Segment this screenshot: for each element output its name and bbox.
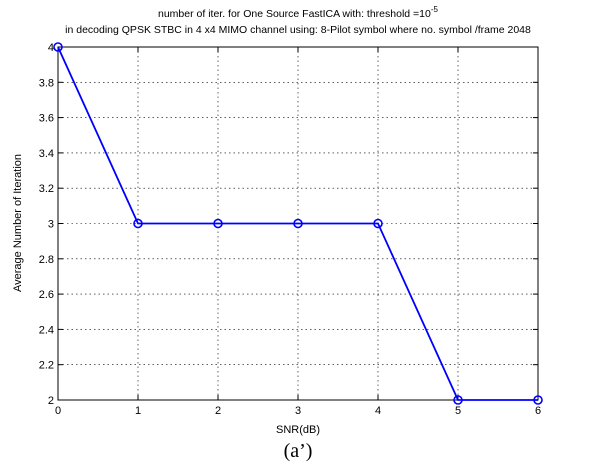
x-tick-label: 2: [215, 405, 221, 417]
data-point-marker: [53, 42, 63, 52]
y-tick-label: 3.6: [39, 113, 54, 125]
x-tick-label: 5: [455, 405, 461, 417]
plot-frame: [57, 46, 539, 401]
series-group: [53, 42, 543, 405]
x-tick-label: 1: [135, 405, 141, 417]
x-tick-label: 0: [55, 405, 61, 417]
data-point-marker: [293, 218, 303, 229]
y-tick-label: 2: [48, 395, 54, 407]
y-tick-label: 3.4: [39, 148, 54, 160]
y-tick-label: 3.2: [39, 183, 54, 195]
x-tick-labels: 0 1 2 3 4 5 6: [55, 405, 541, 417]
data-point-marker: [133, 218, 143, 229]
figure-caption: (a’): [284, 440, 313, 462]
y-tick-label: 3: [48, 219, 54, 231]
y-tick-label: 2.8: [39, 254, 54, 266]
y-tick-label: 2.2: [39, 360, 54, 372]
data-point-marker: [373, 218, 383, 229]
y-tick-label: 2.6: [39, 289, 54, 301]
x-tick-label: 4: [375, 405, 381, 417]
data-point-marker: [453, 395, 463, 405]
x-tick-label: 3: [295, 405, 301, 417]
data-point-marker: [213, 218, 223, 229]
x-axis-label: SNR(dB): [276, 424, 320, 436]
y-tick-label: 2.4: [39, 324, 54, 336]
series-line: [57, 46, 538, 401]
x-tick-label: 6: [535, 405, 541, 417]
chart-title-line-2: in decoding QPSK STBC in 4 x4 MIMO chann…: [65, 24, 531, 36]
data-point-marker: [533, 395, 543, 405]
y-tick-label: 4: [48, 42, 54, 54]
y-tick-label: 3.8: [39, 77, 54, 89]
y-tick-labels: 2 2.2 2.4 2.6 2.8 3 3.2 3.4 3.6 3.8 4: [39, 42, 54, 407]
y-axis-label: Average Number of Iteration: [12, 154, 24, 292]
chart-title-superscript: -5: [431, 5, 439, 14]
chart-title-line-1: number of iter. for One Source FastICA w…: [158, 5, 439, 20]
